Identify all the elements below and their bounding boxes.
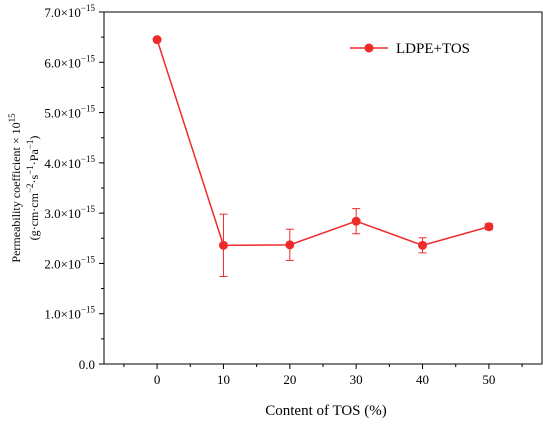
x-tick-label: 40 [416, 372, 429, 387]
legend-label: LDPE+TOS [396, 41, 470, 57]
y-tick-labels: 0.0 1.0×10−15 2.0×10−15 3.0×10−15 4.0×10−15 5… [44, 3, 95, 372]
y-tick-label: 1.0×10−15 [44, 305, 95, 322]
svg-text:(g·cm·cm−2·s−1·Pa−1): (g·cm·cm−2·s−1·Pa−1) [25, 136, 41, 241]
legend-marker [364, 43, 374, 53]
data-point [351, 216, 361, 226]
data-point [218, 240, 228, 250]
data-point [285, 240, 295, 250]
series-layer [152, 35, 494, 278]
y-tick-label: 2.0×10−15 [44, 254, 95, 271]
x-tick-label: 30 [350, 372, 363, 387]
legend: LDPE+TOS [350, 41, 470, 57]
y-tick-label: 4.0×10−15 [44, 154, 95, 171]
x-tick-label: 20 [283, 372, 296, 387]
x-tick-label: 0 [154, 372, 161, 387]
y-axis-title: Permeability coefficient × 1015 (g·cm·cm… [7, 113, 41, 263]
y-axis-title-line1-exp: 15 [7, 113, 17, 123]
x-tick-label: 50 [482, 372, 495, 387]
y-tick-label: 0.0 [79, 357, 95, 372]
data-point [484, 222, 494, 232]
y-tick-label: 5.0×10−15 [44, 104, 95, 121]
y-axis-title-exp1: −2 [25, 183, 35, 193]
y-axis-title-exp3: −1 [25, 140, 35, 150]
series-line [156, 39, 490, 247]
y-axis-title-exp2: −1 [25, 165, 35, 175]
y-axis-title-mid1: ·s [27, 174, 41, 183]
y-axis-title-line2: (g·cm·cm [27, 192, 41, 240]
y-tick-label: 3.0×10−15 [44, 204, 95, 221]
svg-text:Permeability coefficient × 101: Permeability coefficient × 1015 [7, 113, 23, 263]
y-axis-title-end: ) [27, 136, 41, 140]
data-point [152, 35, 162, 45]
y-tick-label: 7.0×10−15 [44, 3, 95, 20]
axis-ticks [99, 11, 523, 369]
plot-frame [103, 11, 543, 365]
y-axis-title-line1: Permeability coefficient × 10 [9, 122, 23, 262]
x-tick-label: 10 [217, 372, 230, 387]
x-axis-title: Content of TOS (%) [265, 403, 387, 419]
x-tick-labels: 0 10 20 30 40 50 [154, 372, 496, 387]
y-tick-label: 6.0×10−15 [44, 53, 95, 70]
y-axis-title-mid2: ·Pa [27, 149, 41, 166]
data-point [418, 240, 428, 250]
